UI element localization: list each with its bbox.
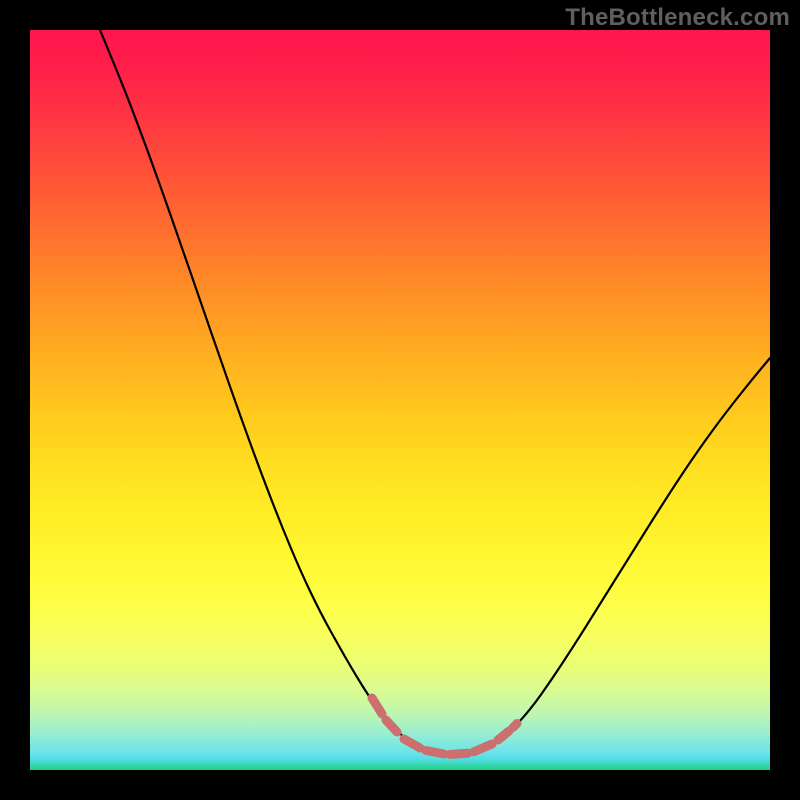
bottleneck-curve-chart [30,30,770,770]
trough-marker-segment [426,751,444,755]
chart-frame: TheBottleneck.com [0,0,800,800]
plot-area [30,30,770,770]
gradient-background [30,30,770,770]
trough-marker-segment [450,753,468,754]
watermark-text: TheBottleneck.com [565,4,790,32]
trough-marker-segment [513,724,517,728]
